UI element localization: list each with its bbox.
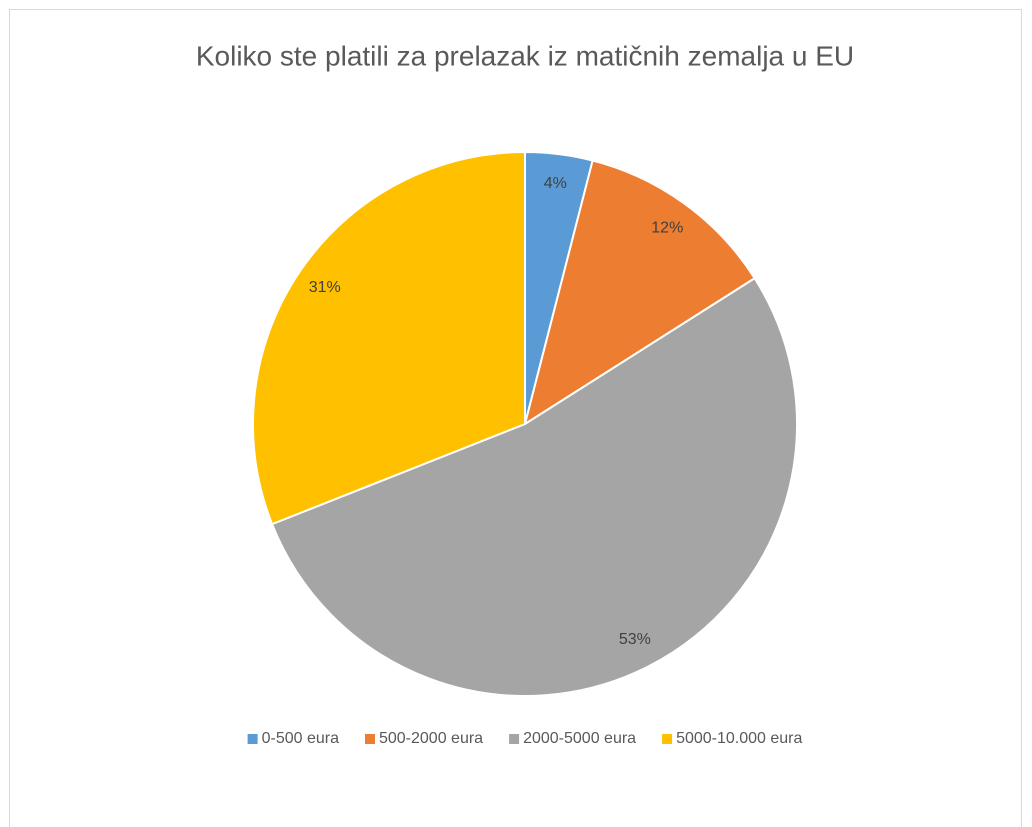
- pie-slice: [252, 150, 526, 526]
- data-label: 53%: [619, 631, 651, 648]
- legend-label: 5000-10.000 eura: [676, 730, 802, 747]
- legend-label: 0-500 eura: [262, 730, 339, 747]
- data-label: 4%: [544, 175, 567, 192]
- legend-marker: [662, 734, 673, 744]
- pie-slice: [270, 276, 798, 697]
- chart-title: Koliko ste platili za prelazak iz matičn…: [196, 40, 854, 71]
- legend-marker: [364, 734, 375, 744]
- legend-marker: [247, 734, 258, 744]
- legend-label: 2000-5000 eura: [523, 730, 636, 747]
- data-label: 12%: [651, 219, 683, 236]
- pie-slice: [523, 159, 757, 427]
- data-label: 31%: [309, 279, 341, 296]
- legend-label: 500-2000 eura: [379, 730, 483, 747]
- legend-marker: [509, 734, 520, 744]
